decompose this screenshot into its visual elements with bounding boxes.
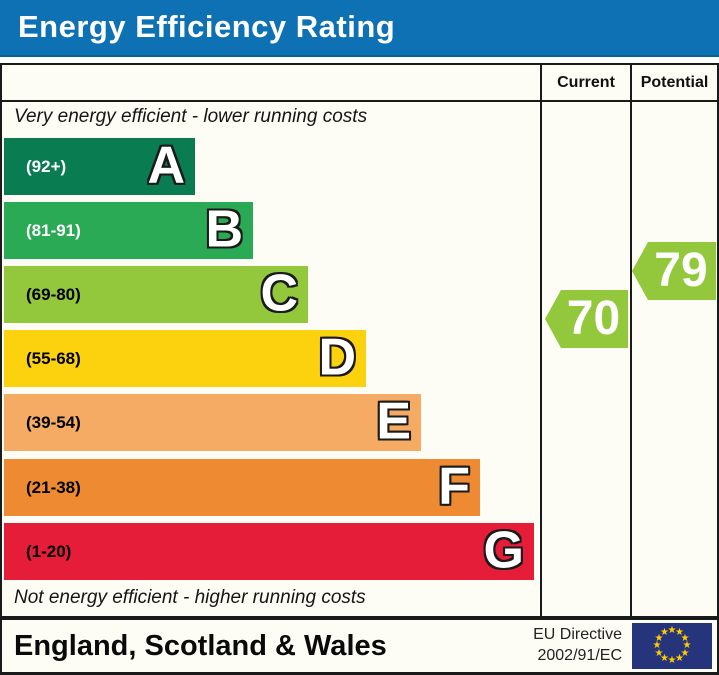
page-title: Energy Efficiency Rating <box>18 9 396 44</box>
eu-directive-label: EU Directive 2002/91/EC <box>533 625 622 667</box>
current-value: 70 <box>566 292 621 345</box>
eu-star-icon: ★ <box>654 632 664 644</box>
current-column-border <box>540 63 542 618</box>
eu-star-icon: ★ <box>652 640 662 651</box>
eu-directive-line2: 2002/91/EC <box>537 647 622 664</box>
title-bar: Energy Efficiency Rating <box>0 0 719 57</box>
footer: England, Scotland & Wales EU Directive 2… <box>0 618 719 675</box>
band-b: (81-91) B <box>4 202 253 259</box>
potential-column-border <box>630 63 632 618</box>
band-c: (69-80) C <box>4 266 308 323</box>
band-range: (21-38) <box>26 477 81 497</box>
band-g: (1-20) G <box>4 523 534 580</box>
band-range: (92+) <box>26 156 67 176</box>
band-range: (1-20) <box>26 541 72 561</box>
top-note: Very energy efficient - lower running co… <box>14 106 368 127</box>
eu-star-icon: ★ <box>680 647 690 659</box>
band-letter: G <box>483 520 524 579</box>
band-range: (69-80) <box>26 284 81 304</box>
potential-value: 79 <box>654 244 708 297</box>
band-range: (55-68) <box>26 348 81 368</box>
eu-star-icon: ★ <box>682 640 692 651</box>
column-header-current: Current <box>557 74 615 91</box>
header-divider <box>0 100 719 102</box>
band-a: (92+) A <box>4 138 195 195</box>
band-e: (39-54) E <box>4 394 421 451</box>
potential-indicator: 79 <box>632 242 716 300</box>
current-indicator: 70 <box>545 290 628 348</box>
region-label: England, Scotland & Wales <box>14 629 387 662</box>
band-range: (81-91) <box>26 220 81 240</box>
band-letter: C <box>260 263 298 322</box>
eu-star-icon: ★ <box>675 652 684 664</box>
eu-star-icon: ★ <box>680 632 690 644</box>
eu-directive-line1: EU Directive <box>533 626 622 644</box>
bottom-note: Not energy efficient - higher running co… <box>14 587 366 608</box>
eu-flag: ★ ★ ★ ★ ★ ★ ★ ★ ★ ★ ★ ★ <box>632 623 712 669</box>
eu-star-icon: ★ <box>660 627 669 638</box>
eu-star-icon: ★ <box>667 655 677 666</box>
eu-star-icon: ★ <box>675 627 684 638</box>
band-letter: F <box>438 456 470 515</box>
band-letter: B <box>205 199 243 258</box>
band-range: (39-54) <box>26 412 81 432</box>
band-letter: A <box>147 135 185 194</box>
band-d: (55-68) D <box>4 330 366 387</box>
band-letter: D <box>318 327 356 386</box>
band-letter: E <box>376 391 411 450</box>
column-header-potential: Potential <box>640 74 709 91</box>
eu-star-icon: ★ <box>667 625 677 636</box>
band-f: (21-38) F <box>4 459 480 516</box>
eu-star-icon: ★ <box>660 652 669 664</box>
eu-star-icon: ★ <box>654 647 664 659</box>
